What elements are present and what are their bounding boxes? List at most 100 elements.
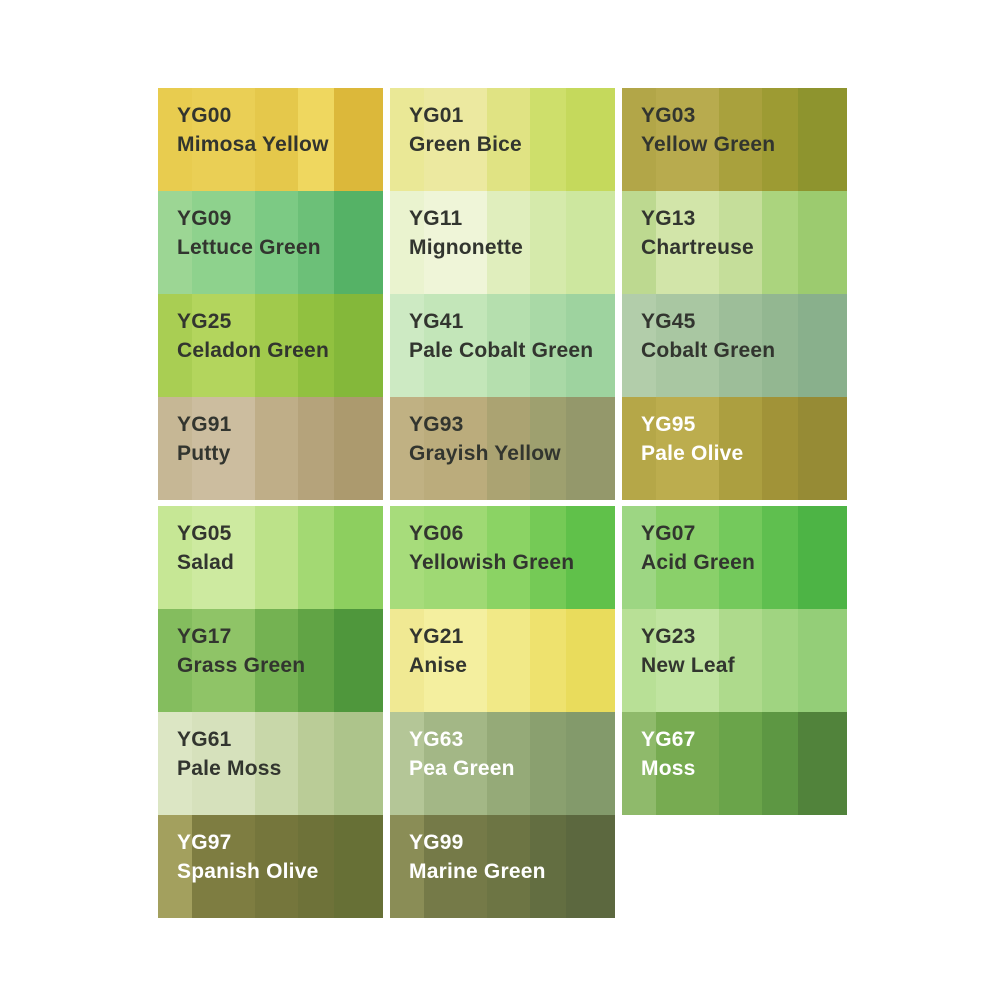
swatch-name: Mimosa Yellow bbox=[177, 133, 329, 156]
swatch-label: YG21 Anise bbox=[390, 609, 615, 680]
swatch-bands bbox=[158, 815, 383, 918]
color-band bbox=[655, 609, 719, 712]
color-band bbox=[529, 294, 566, 397]
color-band bbox=[333, 397, 383, 500]
swatch-YG23: YG23 New Leaf bbox=[622, 609, 847, 712]
swatch-label: YG93 Grayish Yellow bbox=[390, 397, 615, 468]
color-band bbox=[761, 88, 798, 191]
swatch-name: Lettuce Green bbox=[177, 236, 321, 259]
swatch-code: YG06 bbox=[409, 522, 464, 545]
swatch-code: YG21 bbox=[409, 625, 464, 648]
color-band bbox=[254, 397, 298, 500]
swatch-bands bbox=[158, 191, 383, 294]
swatch-code: YG93 bbox=[409, 413, 464, 436]
color-band bbox=[486, 609, 530, 712]
color-band bbox=[333, 294, 383, 397]
swatch-label: YG05 Salad bbox=[158, 506, 383, 577]
swatch-YG95: YG95 Pale Olive bbox=[622, 397, 847, 500]
color-band bbox=[158, 609, 192, 712]
color-band bbox=[486, 191, 530, 294]
color-band bbox=[565, 506, 615, 609]
color-band bbox=[622, 191, 656, 294]
swatch-row: YG25 Celadon Green YG41 Pale Cobalt Green YG… bbox=[158, 294, 847, 397]
swatch-code: YG95 bbox=[641, 413, 696, 436]
color-band bbox=[390, 506, 424, 609]
color-band bbox=[191, 712, 255, 815]
color-band bbox=[423, 88, 487, 191]
swatch-code: YG13 bbox=[641, 207, 696, 230]
swatch-name: Cobalt Green bbox=[641, 339, 776, 362]
color-band bbox=[565, 609, 615, 712]
swatch-name: Acid Green bbox=[641, 551, 756, 574]
color-band bbox=[297, 815, 334, 918]
swatch-code: YG41 bbox=[409, 310, 464, 333]
color-band bbox=[761, 397, 798, 500]
swatch-row: YG00 Mimosa Yellow YG01 Green Bice YG03 Yello… bbox=[158, 88, 847, 191]
swatch-bands bbox=[390, 609, 615, 712]
color-band bbox=[297, 294, 334, 397]
swatch-name: Grayish Yellow bbox=[409, 442, 561, 465]
color-band bbox=[565, 815, 615, 918]
swatch-code: YG07 bbox=[641, 522, 696, 545]
swatch-label: YG17 Grass Green bbox=[158, 609, 383, 680]
color-band bbox=[333, 815, 383, 918]
swatch-label: YG23 New Leaf bbox=[622, 609, 847, 680]
swatch-label: YG03 Yellow Green bbox=[622, 88, 847, 159]
color-band bbox=[254, 191, 298, 294]
swatch-row: YG61 Pale Moss YG63 Pea Green YG67 Moss bbox=[158, 712, 847, 815]
color-band bbox=[390, 609, 424, 712]
swatch-label: YG45 Cobalt Green bbox=[622, 294, 847, 365]
swatch-bands bbox=[390, 88, 615, 191]
color-band bbox=[797, 397, 847, 500]
color-band bbox=[486, 506, 530, 609]
color-band bbox=[423, 506, 487, 609]
color-band bbox=[718, 506, 762, 609]
swatch-name: Grass Green bbox=[177, 654, 306, 677]
swatch-label: YG61 Pale Moss bbox=[158, 712, 383, 783]
swatch-code: YG91 bbox=[177, 413, 232, 436]
color-band bbox=[655, 88, 719, 191]
swatch-name: Anise bbox=[409, 654, 468, 677]
color-band bbox=[423, 397, 487, 500]
swatch-label: YG25 Celadon Green bbox=[158, 294, 383, 365]
swatch-bands bbox=[390, 815, 615, 918]
color-band bbox=[333, 712, 383, 815]
swatch-YG01: YG01 Green Bice bbox=[390, 88, 615, 191]
swatch-bands bbox=[158, 506, 383, 609]
swatch-bands bbox=[622, 294, 847, 397]
swatch-code: YG05 bbox=[177, 522, 232, 545]
swatch-bands bbox=[390, 294, 615, 397]
color-band bbox=[333, 88, 383, 191]
swatch-name: Putty bbox=[177, 442, 231, 465]
color-band bbox=[390, 88, 424, 191]
swatch-bands bbox=[158, 609, 383, 712]
color-band bbox=[158, 712, 192, 815]
swatch-row: YG17 Grass Green YG21 Anise YG23 New Leaf bbox=[158, 609, 847, 712]
color-band bbox=[191, 609, 255, 712]
swatch-YG07: YG07 Acid Green bbox=[622, 506, 847, 609]
color-band bbox=[622, 88, 656, 191]
color-band bbox=[390, 294, 424, 397]
swatch-name: Green Bice bbox=[409, 133, 522, 156]
color-band bbox=[565, 397, 615, 500]
color-band bbox=[797, 609, 847, 712]
swatch-YG61: YG61 Pale Moss bbox=[158, 712, 383, 815]
swatch-row: YG05 Salad YG06 Yellowish Green YG07 Acid Gre… bbox=[158, 506, 847, 609]
color-band bbox=[390, 397, 424, 500]
color-band bbox=[191, 191, 255, 294]
color-band bbox=[718, 609, 762, 712]
swatch-YG11: YG11 Mignonette bbox=[390, 191, 615, 294]
color-band bbox=[529, 609, 566, 712]
swatch-name: Pale Cobalt Green bbox=[409, 339, 594, 362]
swatch-name: Chartreuse bbox=[641, 236, 754, 259]
swatch-YG03: YG03 Yellow Green bbox=[622, 88, 847, 191]
color-band bbox=[254, 815, 298, 918]
color-band bbox=[333, 191, 383, 294]
swatch-code: YG45 bbox=[641, 310, 696, 333]
swatch-bands bbox=[622, 712, 847, 815]
swatch-YG05: YG05 Salad bbox=[158, 506, 383, 609]
swatch-YG09: YG09 Lettuce Green bbox=[158, 191, 383, 294]
swatch-bands bbox=[622, 609, 847, 712]
swatch-name: Yellow Green bbox=[641, 133, 776, 156]
